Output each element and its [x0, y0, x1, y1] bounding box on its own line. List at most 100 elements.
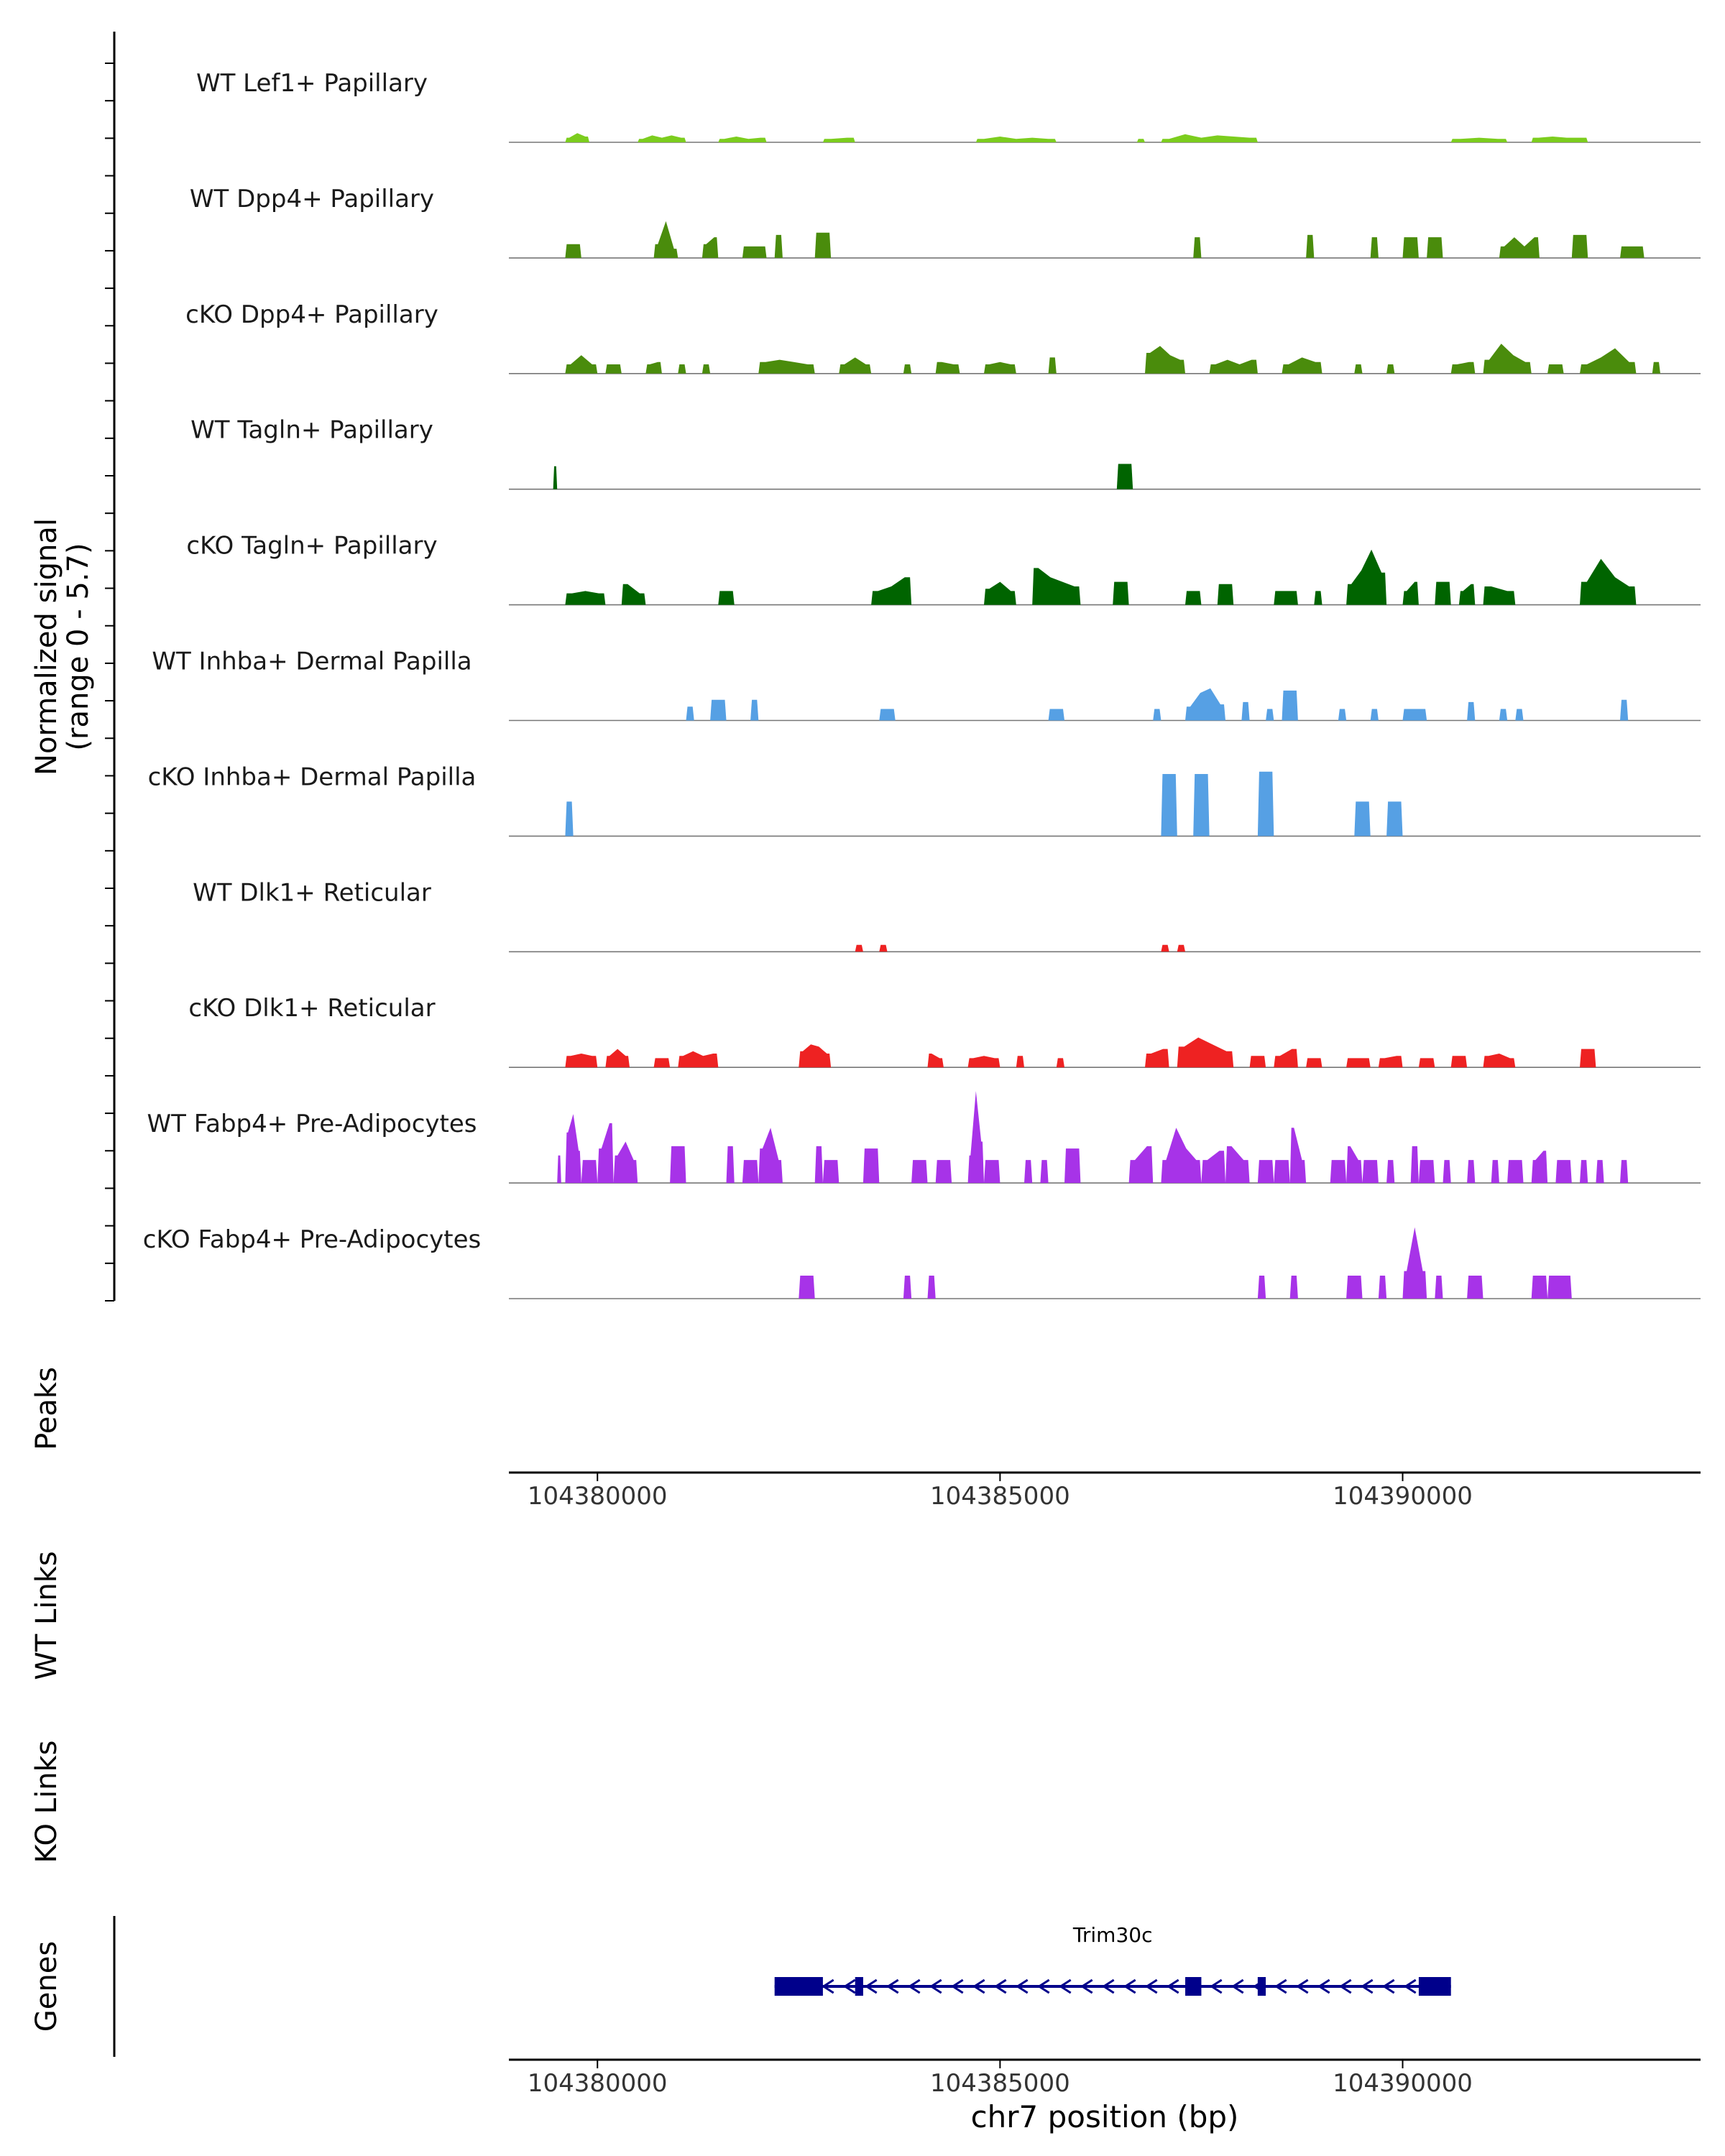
track: WT Tagln+ Papillary — [190, 416, 1701, 490]
signal-peak — [1402, 581, 1419, 605]
signal-peak — [1241, 701, 1250, 721]
signal-peak — [653, 221, 678, 258]
coverage-tracks: WT Lef1+ Papillary WT Dpp4+ Papillary cKO … — [143, 69, 1701, 1299]
signal-peak — [1547, 364, 1564, 374]
signal-peak — [1209, 359, 1258, 374]
signal-peak — [613, 1141, 638, 1184]
signal-peak — [1418, 1058, 1435, 1068]
signal-peak — [903, 1276, 912, 1299]
signal-peak — [1483, 1054, 1516, 1068]
x-tick-label: 104380000 — [528, 1482, 668, 1511]
signal-peak — [1185, 688, 1225, 721]
genes-panel-label: Genes — [30, 1941, 63, 2032]
track: cKO Dpp4+ Papillary — [185, 300, 1701, 374]
track-label: WT Dlk1+ Reticular — [193, 878, 431, 907]
signal-peak — [903, 364, 912, 374]
strand-arrow — [1058, 1978, 1072, 1994]
signal-peak — [1418, 1160, 1435, 1184]
signal-peak — [597, 1123, 614, 1184]
signal-peak — [1282, 690, 1298, 721]
signal-peak — [935, 361, 960, 374]
strand-arrow — [1360, 1978, 1374, 1994]
signal-peak — [967, 1056, 1000, 1068]
track-label: WT Dpp4+ Papillary — [190, 185, 434, 213]
signal-peak — [565, 1114, 581, 1184]
signal-peak — [1161, 944, 1169, 952]
signal-peak — [1435, 1276, 1443, 1299]
signal-peak — [1032, 568, 1081, 605]
strand-arrow — [1381, 1978, 1395, 1994]
signal-peak — [1274, 1160, 1290, 1184]
signal-peak — [710, 699, 727, 721]
track-label: cKO Dpp4+ Papillary — [185, 300, 438, 329]
track-label: WT Tagln+ Papillary — [190, 416, 433, 445]
track: cKO Fabp4+ Pre-Adipocytes — [143, 1225, 1701, 1299]
signal-peak — [758, 359, 815, 374]
signal-peak — [1177, 944, 1185, 952]
signal-peak — [1370, 237, 1379, 258]
signal-peak — [1402, 709, 1427, 721]
signal-peak — [1185, 591, 1202, 605]
signal-peak — [742, 1160, 759, 1184]
gene-exon — [774, 1977, 823, 1996]
signal-peak — [1193, 774, 1210, 837]
signal-peak — [1580, 1049, 1596, 1068]
signal-peak — [1531, 1276, 1548, 1299]
signal-peak — [1483, 344, 1532, 374]
signal-peak — [678, 1051, 719, 1068]
signal-peak — [799, 1276, 815, 1299]
signal-peak — [1450, 1056, 1468, 1068]
signal-peak — [1257, 1276, 1266, 1299]
signal-peak — [774, 234, 783, 258]
signal-peak — [1580, 348, 1637, 374]
strand-arrow — [1015, 1978, 1029, 1994]
signal-peak — [758, 1128, 783, 1184]
signal-peak — [1531, 1151, 1548, 1184]
gene-model: Trim30c — [774, 1923, 1451, 1996]
genes-x-axis: 104380000 104385000 104390000 — [528, 2060, 1473, 2098]
signal-peak — [1040, 1160, 1049, 1184]
signal-peak — [1113, 581, 1129, 605]
track-label: cKO Fabp4+ Pre-Adipocytes — [143, 1225, 482, 1254]
signal-peak — [1354, 801, 1371, 837]
signal-peak — [862, 1148, 880, 1184]
signal-peak — [1620, 246, 1644, 258]
signal-peak — [1410, 1146, 1419, 1184]
strand-arrow — [1274, 1978, 1287, 1994]
signal-peak — [1443, 1160, 1451, 1184]
signal-peak — [1580, 1160, 1588, 1184]
signal-peak — [1128, 1146, 1154, 1184]
signal-peak — [605, 1049, 630, 1068]
signal-peak — [1306, 234, 1315, 258]
signal-peak — [1282, 357, 1322, 374]
signal-peak — [1427, 237, 1443, 258]
signal-peak — [1201, 1151, 1225, 1184]
signal-peak — [565, 801, 574, 837]
signal-peak — [1370, 709, 1379, 721]
signal-peak — [718, 137, 767, 142]
signal-peak — [822, 137, 855, 142]
strand-arrow — [1080, 1978, 1093, 1994]
track-label: WT Lef1+ Papillary — [196, 69, 428, 98]
strand-arrow — [1101, 1978, 1115, 1994]
signal-peak — [1249, 1056, 1266, 1068]
strand-arrow — [1036, 1978, 1050, 1994]
x-tick-label: 104390000 — [1333, 2069, 1473, 2098]
strand-arrow — [950, 1978, 964, 1994]
signal-peak — [1136, 139, 1145, 142]
track-label: WT Inhba+ Dermal Papilla — [152, 648, 472, 676]
signal-peak — [1338, 709, 1347, 721]
track: cKO Tagln+ Papillary — [186, 532, 1701, 606]
signal-peak — [750, 699, 759, 721]
signal-peak — [879, 709, 896, 721]
x-tick-label: 104390000 — [1333, 1482, 1473, 1511]
signal-peak — [1289, 1276, 1298, 1299]
signal-peak — [1458, 584, 1476, 605]
gene-exon — [1418, 1977, 1451, 1996]
strand-arrow — [821, 1978, 834, 1994]
signal-peak — [871, 577, 912, 605]
signal-peak — [1048, 709, 1064, 721]
signal-peak — [1145, 346, 1185, 374]
signal-peak — [1620, 699, 1629, 721]
signal-peak — [1515, 709, 1524, 721]
